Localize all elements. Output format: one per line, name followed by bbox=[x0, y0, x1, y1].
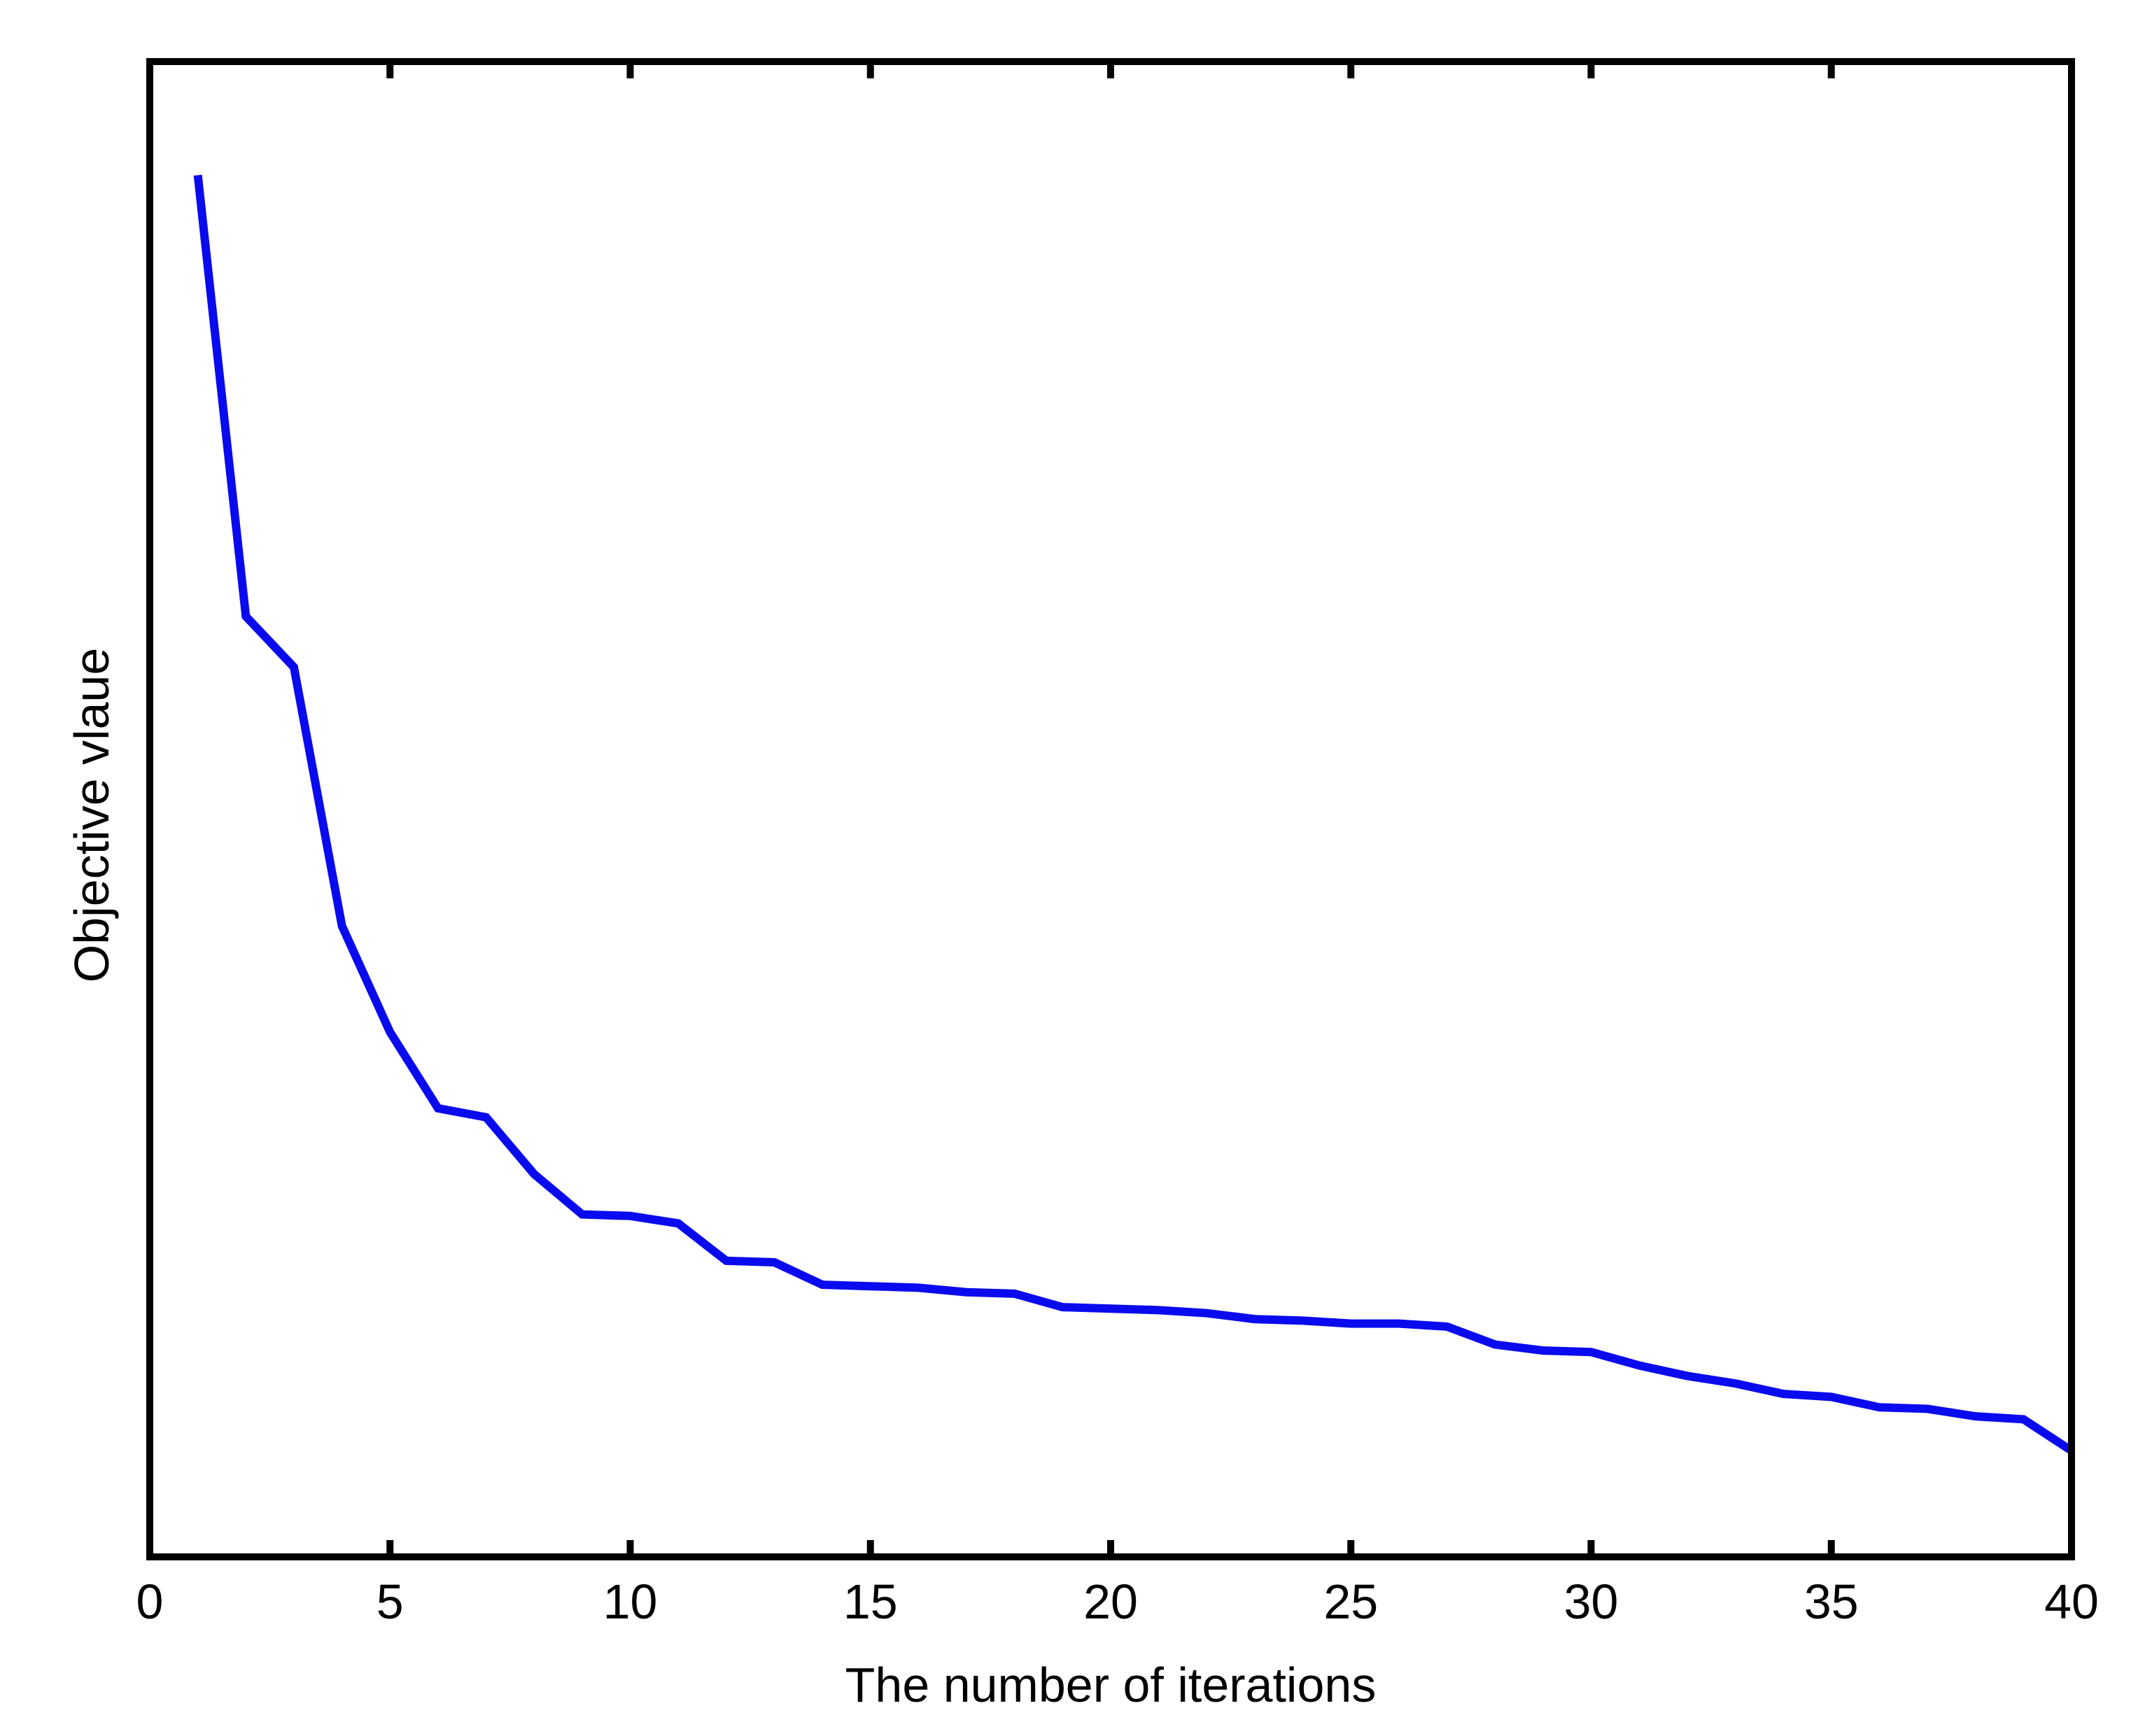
x-tick-label: 10 bbox=[603, 1574, 658, 1629]
x-tick-label: 15 bbox=[843, 1574, 898, 1629]
y-axis-label: Objective vlaue bbox=[64, 648, 119, 983]
x-tick-label: 20 bbox=[1083, 1574, 1138, 1629]
x-tick-label: 35 bbox=[1804, 1574, 1859, 1629]
plot-frame bbox=[146, 58, 2075, 1560]
data-line bbox=[193, 174, 2074, 1455]
x-tick-label: 0 bbox=[136, 1574, 164, 1629]
x-tick-label: 30 bbox=[1564, 1574, 1619, 1629]
x-tick-label: 40 bbox=[2044, 1574, 2099, 1629]
x-tick-label: 25 bbox=[1323, 1574, 1378, 1629]
x-axis-label: The number of iterations bbox=[845, 1658, 1377, 1712]
x-tick-label: 5 bbox=[377, 1574, 404, 1629]
